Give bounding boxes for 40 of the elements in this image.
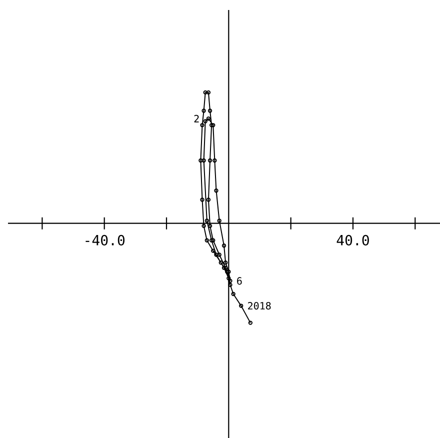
point	[203, 119, 208, 124]
annotation: 2018	[248, 302, 271, 310]
point	[217, 218, 222, 223]
annotation: 2	[194, 114, 199, 122]
point	[212, 158, 217, 163]
x-tick-label: -40.0	[86, 234, 125, 246]
point	[198, 158, 203, 163]
x-tick-label: 40.0	[336, 234, 369, 246]
point	[223, 260, 228, 265]
point	[211, 238, 216, 242]
point	[202, 108, 206, 113]
point	[206, 90, 211, 95]
annotation: 6	[237, 277, 242, 285]
point	[204, 238, 210, 242]
point	[208, 108, 212, 113]
point	[208, 158, 212, 163]
point	[203, 90, 208, 95]
point	[202, 158, 206, 163]
point	[206, 116, 211, 121]
point	[209, 238, 214, 242]
point	[222, 243, 226, 248]
point	[208, 224, 212, 228]
point	[200, 123, 204, 128]
point	[214, 252, 218, 257]
point	[231, 292, 236, 296]
point	[238, 304, 244, 308]
point	[228, 278, 232, 284]
point	[226, 270, 231, 274]
point	[206, 198, 211, 202]
point	[211, 123, 216, 128]
point	[217, 252, 222, 257]
point	[209, 123, 214, 128]
point	[222, 266, 226, 270]
point	[218, 260, 223, 265]
point	[211, 248, 216, 253]
point	[202, 224, 206, 228]
point	[204, 218, 210, 223]
point	[214, 188, 218, 193]
point	[200, 198, 204, 202]
point	[228, 282, 232, 287]
